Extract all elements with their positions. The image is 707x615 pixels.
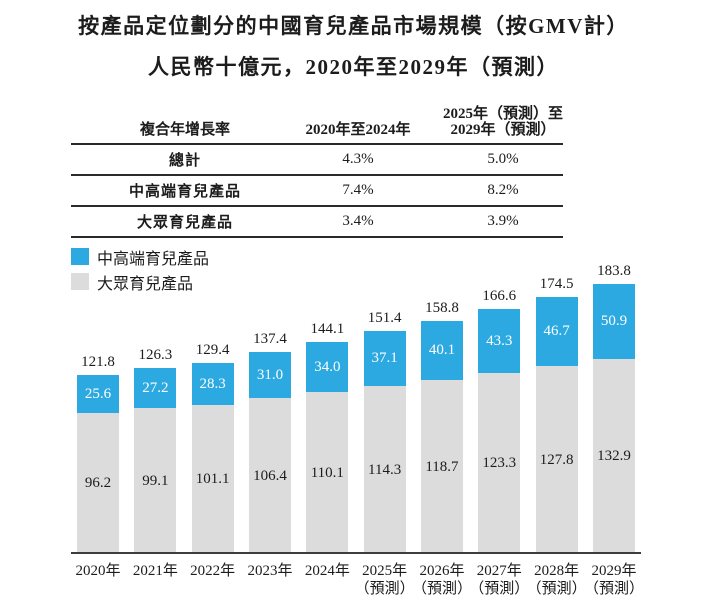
x-tick-label: 2025年 （預測） — [354, 563, 415, 597]
bar-segment-mass: 118.7 — [420, 380, 463, 554]
x-axis-line — [71, 552, 641, 554]
legend-label-premium: 中高端育兒產品 — [97, 250, 210, 268]
table-row-mass-label: 大眾育兒產品 — [71, 207, 299, 238]
x-tick-label: 2023年 — [247, 563, 293, 579]
bar-segment-mass: 106.4 — [248, 398, 291, 554]
bar-segment-mass: 127.8 — [535, 366, 578, 554]
bar-group: 126.3 27.2 99.1 — [134, 347, 177, 554]
bar-group: 129.4 28.3 101.1 — [191, 342, 234, 554]
table-header-2025-2029: 2025年（預測）至 2029年（預測） — [417, 92, 563, 145]
x-tick-label: 2020年 — [75, 563, 121, 579]
bar-segment-mass: 132.9 — [592, 359, 635, 554]
bar-total-label: 126.3 — [138, 347, 173, 363]
bar-group: 137.4 31.0 106.4 — [248, 331, 291, 554]
x-tick-label: 2021年 — [132, 563, 178, 579]
bar-segment-premium: 27.2 — [134, 368, 177, 408]
bar-segment-mass: 114.3 — [363, 386, 406, 554]
chart-title: 按產品定位劃分的中國育兒產品市場規模（按GMV計） 人民幣十億元，2020年至2… — [0, 6, 707, 88]
table-header-2025-2029-line1: 2025年（預測）至 — [443, 106, 564, 122]
bar-segment-premium: 34.0 — [306, 342, 349, 392]
legend-swatch-mass-icon — [71, 273, 89, 290]
table-row-mass-cagr-2025-2029: 3.9% — [417, 207, 563, 238]
table-header-2025-2029-line2: 2029年（預測） — [450, 122, 556, 138]
bar-segment-mass: 101.1 — [191, 405, 234, 554]
bar-segment-premium: 43.3 — [478, 309, 521, 373]
cagr-table: 複合年增長率 2020年至2024年 2025年（預測）至 2029年（預測） … — [71, 92, 563, 238]
table-header-cagr: 複合年增長率 — [71, 92, 299, 145]
bar-group: 121.8 25.6 96.2 — [77, 354, 119, 554]
bar-segment-premium: 31.0 — [248, 352, 291, 398]
bar-total-label: 144.1 — [310, 321, 345, 337]
table-row-premium-label: 中高端育兒產品 — [71, 176, 299, 207]
chart-title-line2: 人民幣十億元，2020年至2029年（預測） — [148, 55, 559, 79]
bar-segment-premium: 28.3 — [191, 363, 234, 405]
table-row-premium-cagr-2025-2029: 8.2% — [417, 176, 563, 207]
bar-total-label: 121.8 — [81, 354, 115, 370]
legend-label-mass: 大眾育兒產品 — [97, 275, 194, 293]
bar-total-label: 183.8 — [597, 263, 631, 279]
x-tick-label: 2022年 — [190, 563, 236, 579]
bar-group: 158.8 40.1 118.7 — [420, 300, 463, 554]
x-tick-label: 2029年 （預測） — [583, 563, 644, 597]
x-tick-label: 2026年 （預測） — [411, 563, 472, 597]
table-row-total-label: 總計 — [71, 145, 299, 176]
bar-total-label: 174.5 — [539, 276, 574, 292]
bar-group: 183.8 50.9 132.9 — [592, 263, 635, 554]
legend-swatch-premium-icon — [71, 248, 89, 265]
bar-group: 174.5 46.7 127.8 — [535, 276, 578, 554]
table-row-mass-cagr-2020-2024: 3.4% — [299, 207, 417, 238]
bar-segment-premium: 37.1 — [363, 331, 406, 386]
bar-total-label: 129.4 — [195, 342, 230, 358]
x-tick-label: 2027年 （預測） — [469, 563, 530, 597]
bar-total-label: 151.4 — [367, 310, 402, 326]
bar-group: 144.1 34.0 110.1 — [306, 321, 349, 554]
table-row-total-cagr-2020-2024: 4.3% — [299, 145, 417, 176]
bar-group: 166.6 43.3 123.3 — [478, 288, 521, 554]
bar-segment-premium: 50.9 — [592, 284, 635, 359]
x-axis-labels: 2020年 2021年 2022年 2023年 2024年 2025年 （預測） 2026年（… — [75, 562, 644, 598]
bar-segment-premium: 25.6 — [77, 375, 119, 413]
chart-title-line1: 按產品定位劃分的中國育兒產品市場規模（按GMV計） — [78, 14, 629, 38]
x-tick-label: 2024年 — [304, 563, 350, 579]
table-row-premium-cagr-2020-2024: 7.4% — [299, 176, 417, 207]
bar-segment-mass: 110.1 — [306, 392, 349, 554]
legend-item-premium: 中高端育兒產品 — [71, 248, 209, 268]
bar-segment-premium: 40.1 — [420, 321, 463, 380]
bar-segment-mass: 123.3 — [478, 373, 521, 554]
bar-segment-mass: 96.2 — [77, 413, 119, 554]
chart-legend: 中高端育兒產品 大眾育兒產品 — [71, 248, 209, 298]
bar-group: 151.4 37.1 114.3 — [363, 310, 406, 554]
table-header-2020-2024: 2020年至2024年 — [299, 92, 417, 145]
bar-total-label: 137.4 — [253, 331, 287, 347]
bar-total-label: 158.8 — [425, 300, 459, 316]
legend-item-mass: 大眾育兒產品 — [71, 273, 209, 293]
table-row-total-cagr-2025-2029: 5.0% — [417, 145, 563, 176]
bars: 121.8 25.6 96.2 126.3 27.2 99.1 129.4 28.3 101.1… — [77, 254, 635, 554]
x-tick-label: 2028年 （預測） — [526, 563, 587, 597]
bar-segment-mass: 99.1 — [134, 408, 177, 554]
bar-total-label: 166.6 — [482, 288, 517, 304]
bar-segment-premium: 46.7 — [535, 297, 578, 366]
